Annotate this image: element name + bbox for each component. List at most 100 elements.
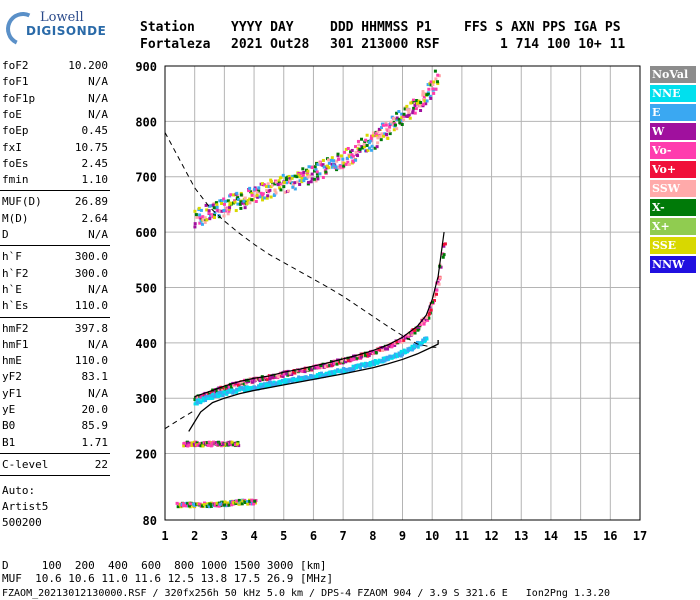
param-name: h`E bbox=[2, 282, 22, 296]
echo-dot bbox=[309, 374, 313, 378]
echo-dot bbox=[292, 378, 296, 382]
echo-dot bbox=[405, 335, 409, 339]
echo-dot bbox=[297, 173, 301, 177]
echo-dot bbox=[340, 370, 344, 374]
echo-dot bbox=[200, 504, 204, 508]
echo-dot bbox=[422, 102, 426, 106]
echo-dot bbox=[303, 367, 307, 371]
param-row: foE N/A bbox=[2, 107, 108, 123]
echo-dot bbox=[218, 442, 222, 446]
echo-dot bbox=[200, 222, 204, 226]
param-row: foF1 N/A bbox=[2, 74, 108, 90]
echo-dot bbox=[248, 499, 252, 503]
echo-dot bbox=[279, 182, 283, 186]
echo-dot bbox=[225, 390, 229, 394]
echo-dot bbox=[368, 139, 372, 143]
echo-dot bbox=[346, 359, 350, 363]
param-row: fmin 1.10 bbox=[2, 172, 108, 188]
legend-item: W bbox=[650, 123, 696, 140]
param-row: h`Es 110.0 bbox=[2, 298, 108, 314]
echo-dot bbox=[215, 203, 219, 207]
echo-dot bbox=[242, 382, 246, 386]
echo-dot bbox=[266, 194, 270, 198]
echo-dot bbox=[336, 368, 340, 372]
echo-dot bbox=[372, 362, 376, 366]
echo-dot bbox=[221, 388, 225, 392]
echo-dot bbox=[220, 199, 224, 203]
echo-dot bbox=[230, 388, 234, 392]
echo-dot bbox=[184, 503, 188, 507]
echo-dot bbox=[432, 91, 436, 95]
echo-dot bbox=[258, 195, 262, 199]
echo-dot bbox=[298, 179, 302, 183]
echo-dot bbox=[234, 209, 238, 213]
echo-dot bbox=[383, 356, 387, 360]
echo-dot bbox=[359, 355, 363, 359]
echo-dot bbox=[291, 174, 295, 178]
param-value: 110.0 bbox=[74, 299, 108, 313]
echo-dot bbox=[335, 159, 339, 163]
echo-dot bbox=[279, 382, 283, 386]
param-value: 85.9 bbox=[81, 419, 109, 433]
echo-dot bbox=[302, 170, 306, 174]
y-tick-label: 700 bbox=[135, 171, 157, 185]
echo-dot bbox=[431, 87, 435, 91]
echo-dot bbox=[242, 199, 246, 203]
echo-dot bbox=[329, 158, 333, 162]
param-name: MUF(D) bbox=[2, 195, 42, 209]
echo-dot bbox=[222, 392, 226, 396]
echo-dot bbox=[325, 373, 329, 377]
echo-dot bbox=[275, 373, 279, 377]
echo-dot bbox=[208, 214, 212, 218]
echo-dot bbox=[241, 201, 245, 205]
echo-dot bbox=[266, 182, 270, 186]
x-tick-label: 14 bbox=[544, 529, 558, 543]
echo-dot bbox=[255, 377, 259, 381]
echo-dot bbox=[432, 299, 436, 303]
echo-dot bbox=[273, 373, 277, 377]
param-separator bbox=[0, 190, 110, 192]
echo-dot bbox=[427, 312, 431, 316]
echo-dot bbox=[367, 141, 371, 145]
echo-dot bbox=[332, 159, 336, 163]
echo-dot bbox=[358, 366, 362, 370]
echo-dot bbox=[431, 300, 435, 304]
model-curve-dashed bbox=[164, 132, 439, 348]
x-tick-label: 8 bbox=[369, 529, 376, 543]
echo-dot bbox=[238, 386, 242, 390]
param-value: 1.10 bbox=[81, 173, 109, 187]
param-row: M(D) 2.64 bbox=[2, 211, 108, 227]
echo-dot bbox=[338, 164, 342, 168]
echo-dot bbox=[410, 332, 414, 336]
echo-dot bbox=[291, 380, 295, 384]
echo-dot bbox=[238, 202, 242, 206]
echo-dot bbox=[300, 369, 304, 373]
param-name: fmin bbox=[2, 173, 29, 187]
echo-dot bbox=[269, 180, 273, 184]
echo-dot bbox=[314, 366, 318, 370]
echo-dot bbox=[348, 154, 352, 158]
echo-dot bbox=[274, 191, 278, 195]
echo-dot bbox=[228, 385, 232, 389]
echo-dot bbox=[237, 198, 241, 202]
echo-dot bbox=[291, 182, 295, 186]
echo-dot bbox=[377, 127, 381, 131]
echo-dot bbox=[267, 185, 271, 189]
echo-dot bbox=[247, 386, 251, 390]
echo-dot bbox=[220, 202, 224, 206]
param-value: N/A bbox=[88, 75, 108, 89]
echo-dot bbox=[250, 500, 254, 504]
echo-dot bbox=[337, 369, 341, 373]
echo-dot bbox=[255, 188, 259, 192]
echo-dot bbox=[304, 375, 308, 379]
echo-dot bbox=[412, 106, 416, 110]
echo-dot bbox=[327, 161, 331, 165]
echo-dot bbox=[419, 341, 423, 345]
echo-dot bbox=[360, 137, 364, 141]
echo-dot bbox=[381, 349, 385, 353]
echo-dot bbox=[356, 147, 360, 151]
echo-dot bbox=[318, 372, 322, 376]
autoscale-info: Auto: bbox=[2, 484, 36, 498]
echo-dot bbox=[400, 122, 404, 126]
echo-dot bbox=[410, 331, 414, 335]
